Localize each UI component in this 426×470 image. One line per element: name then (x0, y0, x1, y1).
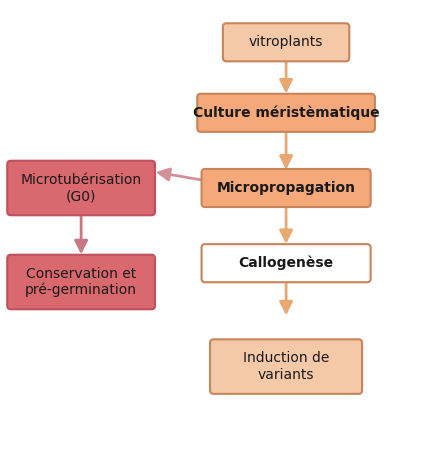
Text: Callogenèse: Callogenèse (238, 256, 333, 270)
FancyBboxPatch shape (201, 169, 370, 207)
FancyBboxPatch shape (222, 23, 348, 61)
Text: Induction de
variants: Induction de variants (242, 352, 328, 382)
Text: Culture méristèmatique: Culture méristèmatique (192, 106, 379, 120)
FancyBboxPatch shape (210, 339, 361, 394)
FancyBboxPatch shape (7, 161, 155, 215)
Text: Micropropagation: Micropropagation (216, 181, 355, 195)
Text: vitroplants: vitroplants (248, 35, 322, 49)
FancyBboxPatch shape (201, 244, 370, 282)
Text: Microtubérisation
(G0): Microtubérisation (G0) (20, 173, 141, 203)
FancyBboxPatch shape (7, 255, 155, 309)
FancyBboxPatch shape (197, 94, 374, 132)
Text: Conservation et
pré-germination: Conservation et pré-germination (25, 266, 137, 298)
